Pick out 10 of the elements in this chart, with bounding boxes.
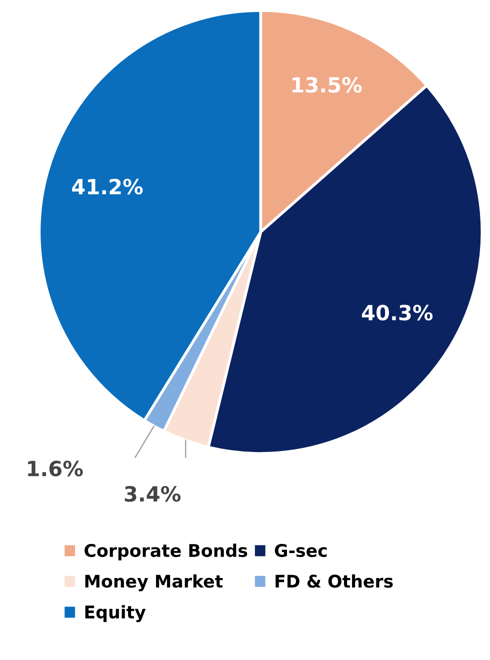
data-label: 13.5%: [292, 76, 362, 93]
legend-label: Money Market: [85, 574, 223, 592]
legend-label: G-sec: [274, 544, 327, 558]
data-label: 1.6%: [28, 460, 83, 476]
legend-label: FD & Others: [276, 574, 393, 588]
legend-label: Equity: [85, 605, 146, 622]
legend-label: Corporate Bonds: [84, 544, 248, 560]
data-label: 3.4%: [124, 486, 181, 502]
data-label: 40.3%: [362, 304, 433, 320]
data-label: 41.2%: [72, 178, 143, 195]
